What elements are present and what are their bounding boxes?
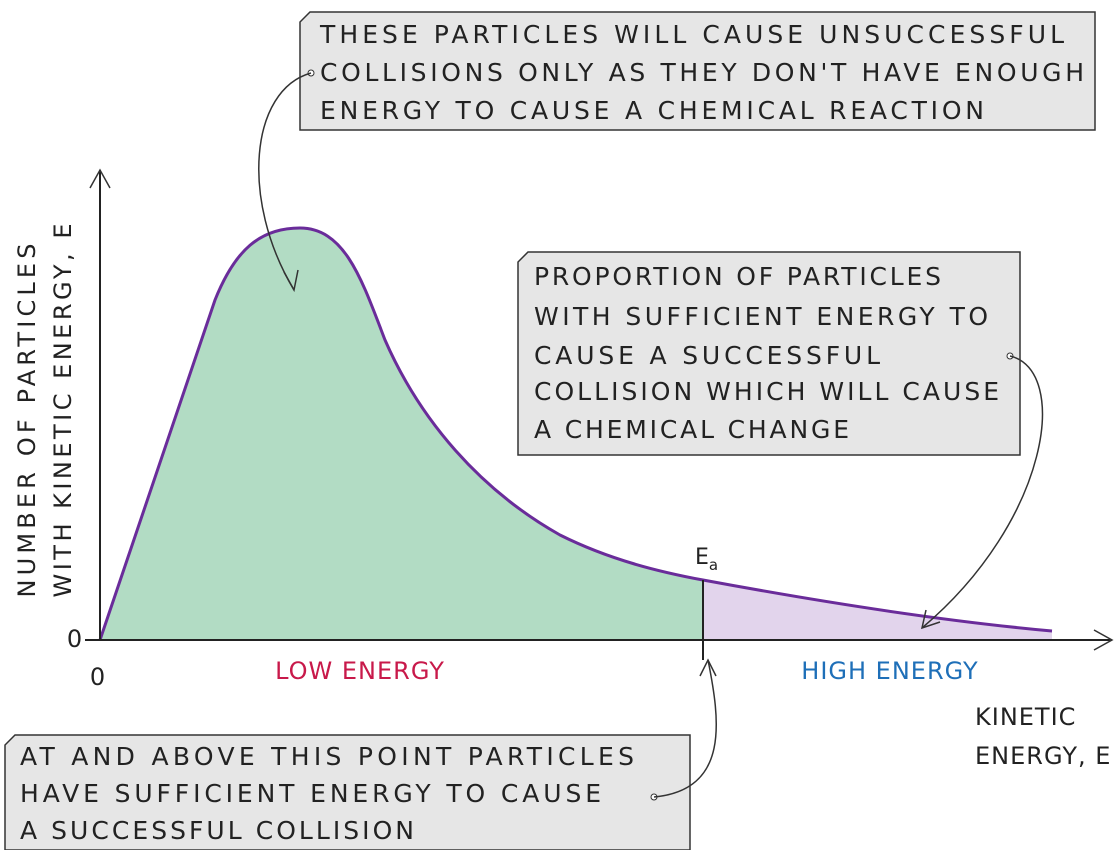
ea-label: Ea [695, 545, 718, 574]
callout-text: A CHEMICAL CHANGE [534, 415, 850, 444]
callout-text: CAUSE A SUCCESSFUL [534, 341, 881, 370]
y-origin-label: 0 [67, 625, 83, 653]
arrow [258, 72, 312, 291]
y-axis-label: WITH KINETIC ENERGY, E [49, 223, 77, 598]
low-energy-area [100, 228, 703, 640]
callout-box [517, 251, 1021, 456]
callout-text: COLLISIONS ONLY AS THEY DON'T HAVE ENOUG… [320, 58, 1085, 87]
x-axis-label: ENERGY, E [975, 742, 1111, 770]
ea-subscript: a [709, 556, 718, 574]
distribution-curve [98, 226, 1053, 641]
callout-text: PROPORTION OF PARTICLES [534, 262, 942, 291]
callout-text: HAVE SUFFICIENT ENERGY TO CAUSE [20, 779, 602, 808]
arrow [653, 659, 717, 798]
callout-text: AT AND ABOVE THIS POINT PARTICLES [20, 742, 635, 771]
high-energy-label: HIGH ENERGY [801, 657, 978, 685]
callout-box [4, 734, 691, 850]
callout-text: A SUCCESSFUL COLLISION [20, 816, 415, 845]
callout-text: ENERGY TO CAUSE A CHEMICAL REACTION [320, 96, 985, 125]
callout-text: THESE PARTICLES WILL CAUSE UNSUCCESSFUL [319, 20, 1065, 49]
y-arrow [89, 168, 111, 189]
arrow [921, 355, 1044, 629]
ea-symbol: E [695, 545, 709, 570]
callout-text: WITH SUFFICIENT ENERGY TO [534, 302, 989, 331]
arrow-head [920, 609, 941, 630]
y-axis-label: NUMBER OF PARTICLES [13, 243, 41, 598]
x-axis-label: KINETIC [975, 703, 1076, 731]
arrow-head [699, 658, 717, 677]
callout-text: COLLISION WHICH WILL CAUSE [534, 377, 1000, 406]
low-energy-label: LOW ENERGY [275, 657, 445, 685]
callout-box [299, 11, 1096, 131]
arrow-head [283, 269, 299, 293]
x-origin-label: 0 [90, 663, 106, 691]
x-arrow [1093, 629, 1114, 651]
